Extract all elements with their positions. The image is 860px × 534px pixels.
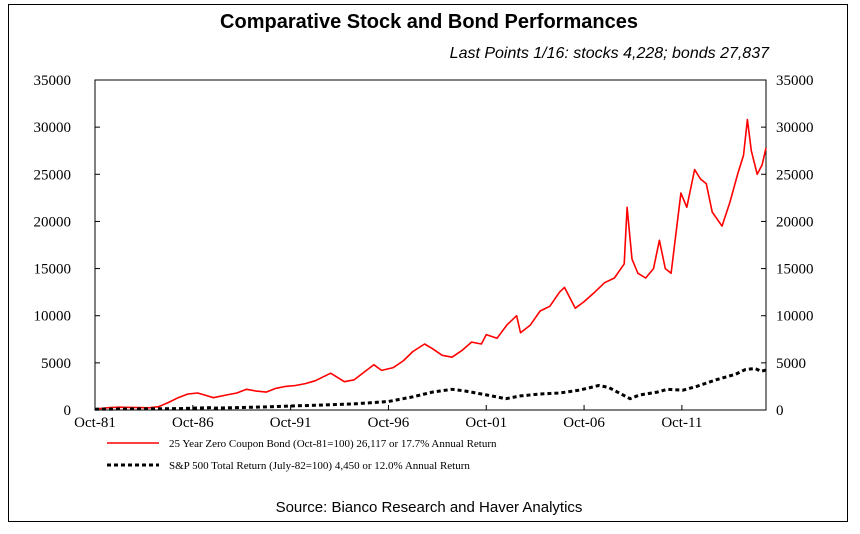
- x-tick-label: Oct-06: [563, 415, 605, 431]
- legend-label-stocks: S&P 500 Total Return (July-82=100) 4,450…: [169, 460, 470, 472]
- y-tick-label-left: 30000: [34, 120, 72, 136]
- y-tick-label-right: 15000: [776, 262, 814, 278]
- y-tick-label-right: 0: [776, 403, 784, 419]
- y-tick-label-left: 5000: [41, 356, 71, 372]
- x-tick-label: Oct-91: [270, 415, 312, 431]
- x-tick-label: Oct-86: [172, 415, 214, 431]
- y-tick-label-right: 5000: [776, 356, 806, 372]
- chart-subtitle: Last Points 1/16: stocks 4,228; bonds 27…: [449, 45, 769, 62]
- x-tick-label: Oct-81: [74, 415, 116, 431]
- source-note: Source: Bianco Research and Haver Analyt…: [275, 499, 583, 516]
- bond-series-line: [94, 118, 767, 410]
- x-tick-label: Oct-01: [465, 415, 507, 431]
- legend-label-bond: 25 Year Zero Coupon Bond (Oct-81=100) 26…: [169, 438, 497, 450]
- y-tick-label-left: 15000: [34, 262, 72, 278]
- y-tick-label-right: 10000: [776, 309, 814, 325]
- x-tick-label: Oct-11: [661, 415, 702, 431]
- chart-title: Comparative Stock and Bond Performances: [220, 11, 638, 33]
- chart-frame: Comparative Stock and Bond Performances …: [8, 4, 848, 522]
- chart-canvas: 0 0 5000 5000 10000 10000 15000 15000 20000 20000…: [34, 73, 814, 472]
- y-tick-label-right: 25000: [776, 167, 814, 183]
- stock-series-line: [94, 367, 767, 411]
- y-tick-label-right: 30000: [776, 120, 814, 136]
- y-tick-label-right: 35000: [776, 73, 814, 89]
- plot-border: [94, 79, 767, 411]
- y-tick-label-right: 20000: [776, 214, 814, 230]
- y-tick-label-left: 35000: [34, 73, 72, 89]
- y-tick-label-left: 0: [64, 403, 72, 419]
- plot-layer: 0 0 5000 5000 10000 10000 15000 15000 20000 20000…: [34, 73, 814, 472]
- y-tick-label-left: 10000: [34, 309, 72, 325]
- x-tick-label: Oct-96: [368, 415, 410, 431]
- y-tick-label-left: 20000: [34, 214, 72, 230]
- y-tick-label-left: 25000: [34, 167, 72, 183]
